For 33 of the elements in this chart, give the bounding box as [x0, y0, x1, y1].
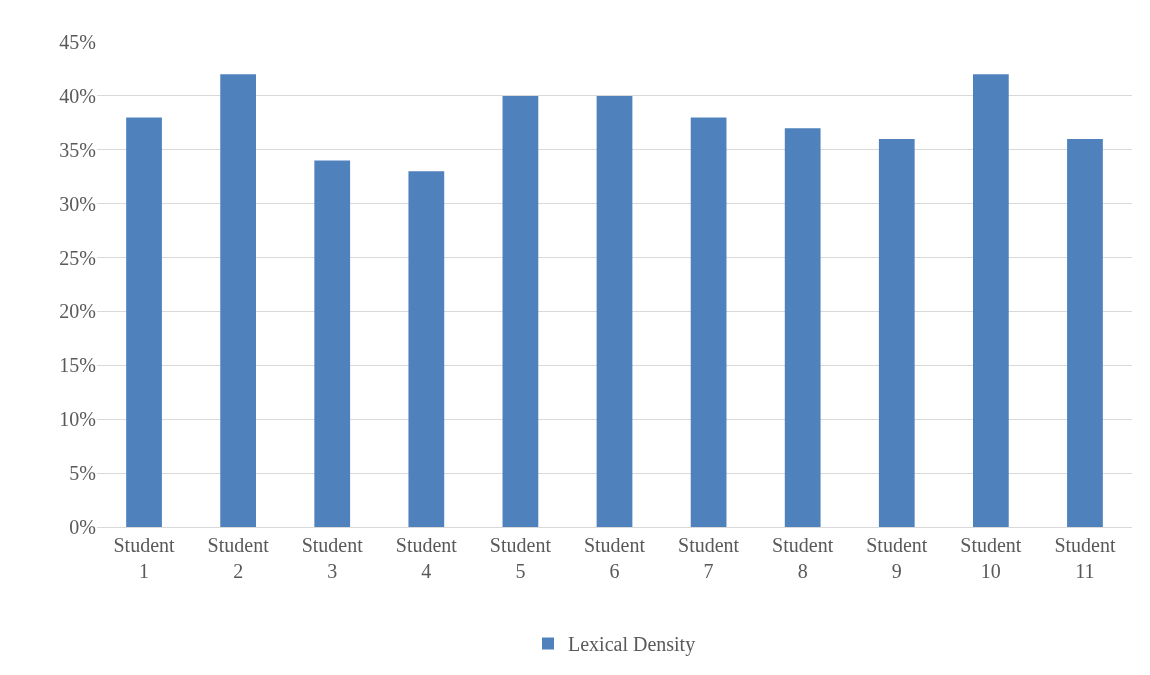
bar	[784, 128, 821, 527]
x-tick-label: Student 4	[395, 534, 458, 582]
x-tick-label: Student 2	[207, 534, 270, 582]
bar	[314, 160, 351, 527]
bar	[972, 74, 1009, 527]
x-tick-label: Student 3	[301, 534, 364, 582]
bar	[596, 95, 633, 527]
y-tick-label: 30%	[59, 192, 96, 215]
bar	[878, 139, 915, 527]
x-tick-label: Student 6	[583, 534, 646, 582]
y-tick-label: 25%	[59, 246, 96, 269]
x-tick-label: Student 10	[960, 534, 1022, 582]
x-tick-label: Student 8	[772, 534, 834, 582]
x-tick-label: Student 11	[1054, 534, 1116, 582]
x-tick-label: Student 9	[866, 534, 928, 582]
x-tick-label: Student 5	[489, 534, 552, 582]
bar	[220, 74, 257, 527]
x-tick-label: Student 1	[113, 534, 176, 582]
y-tick-label: 5%	[69, 462, 96, 485]
y-tick-label: 20%	[59, 300, 96, 323]
y-tick-label: 15%	[59, 354, 96, 377]
bar	[1067, 139, 1103, 527]
bar	[502, 95, 539, 527]
bar	[690, 117, 727, 527]
y-tick-label: 35%	[59, 138, 96, 161]
x-tick-label: Student 7	[678, 534, 740, 582]
y-tick-label: 40%	[59, 84, 96, 107]
legend-label: Lexical Density	[568, 633, 696, 657]
bar	[126, 117, 162, 527]
y-tick-label: 45%	[59, 31, 96, 53]
bar	[408, 171, 445, 527]
y-tick-label: 0%	[69, 516, 96, 538]
y-tick-label: 10%	[59, 408, 96, 431]
